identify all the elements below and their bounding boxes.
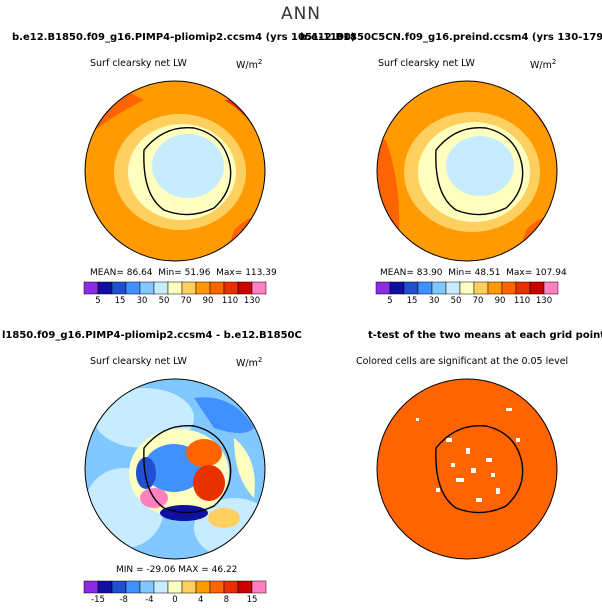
colorbar-swatch bbox=[83, 580, 99, 594]
colorbar-swatch bbox=[431, 281, 447, 295]
colorbar-tick-label: 110 bbox=[221, 296, 239, 306]
colorbar-swatch bbox=[195, 580, 211, 594]
colorbar-swatch bbox=[209, 281, 225, 295]
panel-2-stats: MEAN= 83.90 Min= 48.51 Max= 107.94 bbox=[380, 268, 567, 278]
colorbar-tick-label: 5 bbox=[387, 296, 393, 306]
panel-3-case-title: l1850.f09_g16.PIMP4-pliomip2.ccsm4 - b.e… bbox=[2, 330, 302, 341]
colorbar-tick-label: 15 bbox=[246, 595, 258, 605]
page-title: ANN bbox=[280, 4, 322, 24]
panel-4-map bbox=[376, 378, 558, 560]
colorbar-tick-label: 130 bbox=[535, 296, 553, 306]
colorbar-swatch bbox=[153, 281, 169, 295]
colorbar-swatch bbox=[167, 281, 183, 295]
colorbar-swatch bbox=[389, 281, 405, 295]
panel-2-units: W/m2 bbox=[530, 58, 557, 72]
colorbar-tick-label: 0 bbox=[172, 595, 178, 605]
panel-4-case-title: t-test of the two means at each grid poi… bbox=[368, 330, 602, 341]
panel-3-colorbar-labels: -15 -8 -4 0 4 8 15 bbox=[84, 595, 266, 607]
colorbar-tick-label: 5 bbox=[95, 296, 101, 306]
colorbar-swatch bbox=[153, 580, 169, 594]
colorbar-swatch bbox=[167, 580, 183, 594]
panel-2-colorbar-labels: 5 15 30 50 70 90 110 130 bbox=[376, 296, 558, 308]
colorbar-swatch bbox=[403, 281, 419, 295]
colorbar-swatch bbox=[417, 281, 433, 295]
colorbar-swatch bbox=[251, 281, 267, 295]
colorbar-swatch bbox=[97, 580, 113, 594]
panel-4-var-title: Colored cells are significant at the 0.0… bbox=[356, 356, 569, 367]
colorbar-swatch bbox=[487, 281, 503, 295]
colorbar-swatch bbox=[445, 281, 461, 295]
colorbar-swatch bbox=[97, 281, 113, 295]
colorbar-tick-label: 50 bbox=[450, 296, 462, 306]
colorbar-swatch bbox=[181, 580, 197, 594]
colorbar-swatch bbox=[139, 281, 155, 295]
panel-1-var-title: Surf clearsky net LW bbox=[90, 58, 187, 69]
colorbar-tick-label: 4 bbox=[197, 595, 204, 605]
colorbar-tick-label: 70 bbox=[180, 296, 192, 306]
colorbar-tick-label: 90 bbox=[494, 296, 506, 306]
colorbar-swatch bbox=[223, 281, 239, 295]
colorbar-tick-label: 70 bbox=[472, 296, 484, 306]
colorbar-swatch bbox=[125, 281, 141, 295]
panel-1-map bbox=[84, 80, 266, 262]
colorbar-swatch bbox=[83, 281, 99, 295]
colorbar-swatch bbox=[375, 281, 391, 295]
panel-1-units: W/m2 bbox=[236, 58, 263, 72]
colorbar-swatch bbox=[223, 580, 239, 594]
colorbar-tick-label: 8 bbox=[223, 595, 230, 605]
colorbar-tick-label: -4 bbox=[145, 595, 154, 605]
colorbar-swatch bbox=[111, 580, 127, 594]
colorbar-swatch bbox=[125, 580, 141, 594]
colorbar-tick-label: 110 bbox=[513, 296, 531, 306]
panel-2-map bbox=[376, 80, 558, 262]
panel-1-colorbar-labels: 5 15 30 50 70 90 110 130 bbox=[84, 296, 266, 308]
colorbar-swatch bbox=[111, 281, 127, 295]
colorbar-tick-label: 30 bbox=[428, 296, 440, 306]
colorbar-swatch bbox=[459, 281, 475, 295]
colorbar-tick-label: 15 bbox=[114, 296, 126, 306]
panel-3-units: W/m2 bbox=[236, 356, 263, 370]
panel-2-case-title: b.e12.B1850C5CN.f09_g16.preind.ccsm4 (yr… bbox=[300, 32, 602, 43]
colorbar-swatch bbox=[501, 281, 517, 295]
colorbar-swatch bbox=[209, 580, 225, 594]
panel-2-colorbar bbox=[375, 281, 559, 295]
colorbar-swatch bbox=[237, 281, 253, 295]
colorbar-swatch bbox=[543, 281, 559, 295]
colorbar-tick-label: -15 bbox=[91, 595, 105, 605]
colorbar-swatch bbox=[181, 281, 197, 295]
colorbar-tick-label: 15 bbox=[406, 296, 418, 306]
colorbar-tick-label: 50 bbox=[158, 296, 170, 306]
colorbar-swatch bbox=[237, 580, 253, 594]
colorbar-swatch bbox=[515, 281, 531, 295]
colorbar-swatch bbox=[195, 281, 211, 295]
panel-1-case-title: b.e12.B1850.f09_g16.PIMP4-pliomip2.ccsm4… bbox=[12, 32, 356, 43]
panel-1-stats: MEAN= 86.64 Min= 51.96 Max= 113.39 bbox=[90, 268, 277, 278]
colorbar-tick-label: 130 bbox=[243, 296, 261, 306]
colorbar-swatch bbox=[251, 580, 267, 594]
colorbar-tick-label: -8 bbox=[119, 595, 128, 605]
colorbar-tick-label: 30 bbox=[136, 296, 148, 306]
colorbar-swatch bbox=[473, 281, 489, 295]
panel-3-colorbar bbox=[83, 580, 267, 594]
colorbar-swatch bbox=[139, 580, 155, 594]
colorbar-tick-label: 90 bbox=[202, 296, 214, 306]
panel-3-map bbox=[84, 378, 266, 560]
colorbar-swatch bbox=[529, 281, 545, 295]
panel-3-var-title: Surf clearsky net LW bbox=[90, 356, 187, 367]
panel-1-colorbar bbox=[83, 281, 267, 295]
panel-3-stats: MIN = -29.06 MAX = 46.22 bbox=[116, 565, 238, 575]
panel-2-var-title: Surf clearsky net LW bbox=[378, 58, 475, 69]
